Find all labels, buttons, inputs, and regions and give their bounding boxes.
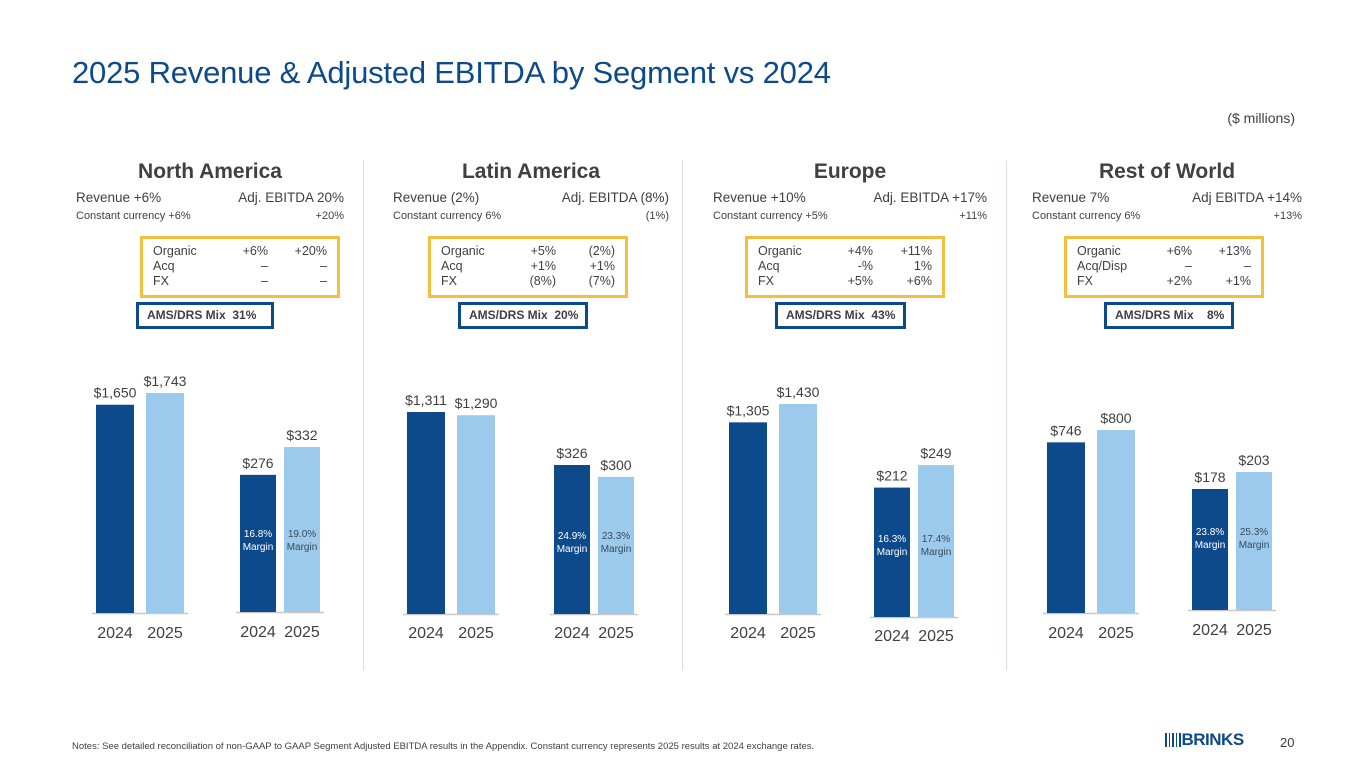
bridge-revenue: +6% [242, 244, 268, 258]
ams-drs-mix-badge: AMS/DRS Mix 8% [1104, 302, 1234, 329]
segment-divider [682, 160, 683, 670]
growth-bridge-box: Organic +6% +20% Acq – – FX – – [140, 236, 340, 298]
constant-currency-ebitda: (1%) [645, 210, 669, 222]
bridge-row: FX (8%) (7%) [441, 274, 615, 289]
constant-currency-revenue: Constant currency +6% [76, 210, 191, 222]
constant-currency-revenue: Constant currency +5% [713, 210, 828, 222]
bridge-revenue: +5% [530, 244, 556, 258]
segment-north-america: North America Revenue +6% Adj. EBITDA 20… [76, 155, 344, 655]
bridge-row: FX – – [153, 274, 327, 289]
bridge-ebitda: – [320, 259, 327, 273]
bridge-ebitda: (2%) [588, 244, 615, 258]
ams-drs-mix-badge: AMS/DRS Mix 31% [136, 302, 274, 329]
page-number: 20 [1280, 735, 1295, 750]
revenue-growth: Revenue +6% [76, 190, 162, 205]
constant-currency-ebitda: +13% [1273, 210, 1302, 222]
ebitda-growth: Adj EBITDA +14% [1192, 190, 1302, 205]
growth-bridge-box: Organic +4% +11% Acq -% 1% FX +5% +6% [745, 236, 945, 298]
bridge-label: Acq [758, 259, 780, 273]
bridge-label: Acq/Disp [1077, 259, 1128, 273]
bridge-row: Organic +6% +13% [1077, 244, 1251, 259]
bridge-row: Acq -% 1% [758, 259, 932, 274]
ebitda-growth: Adj. EBITDA (8%) [561, 190, 669, 205]
segment-divider [363, 160, 364, 670]
bridge-revenue: – [1185, 259, 1192, 273]
bridge-ebitda: +11% [900, 244, 932, 258]
revenue-growth: Revenue 7% [1032, 190, 1110, 205]
logo-text: BRINKS [1181, 730, 1245, 749]
bridge-revenue: -% [857, 259, 873, 273]
bridge-ebitda: +1% [1225, 274, 1251, 288]
brinks-logo: BRINKS [1165, 730, 1245, 749]
revenue-growth: Revenue +10% [713, 190, 806, 205]
bridge-label: FX [758, 274, 774, 288]
segment-title: North America [138, 160, 282, 183]
constant-currency-ebitda: +20% [315, 210, 344, 222]
bridge-label: FX [441, 274, 457, 288]
segment-europe: Europe Revenue +10% Adj. EBITDA +17% Con… [713, 155, 987, 655]
logo-stripes-icon [1165, 733, 1181, 747]
bridge-revenue: – [261, 259, 268, 273]
bridge-revenue: +6% [1166, 244, 1192, 258]
bridge-row: FX +5% +6% [758, 274, 932, 289]
segment-latin-america: Latin America Revenue (2%) Adj. EBITDA (… [393, 155, 669, 655]
page-title: 2025 Revenue & Adjusted EBITDA by Segmen… [72, 55, 831, 90]
constant-currency-ebitda: +11% [959, 210, 987, 222]
bridge-label: Acq [441, 259, 463, 273]
bridge-ebitda: +20% [294, 244, 327, 258]
constant-currency-revenue: Constant currency 6% [393, 210, 502, 222]
bridge-label: Organic [758, 244, 802, 258]
ebitda-growth: Adj. EBITDA +17% [873, 190, 987, 205]
segment-divider [1006, 160, 1007, 670]
footer-note: Notes: See detailed reconciliation of no… [72, 741, 815, 752]
bridge-label: Organic [1077, 244, 1121, 258]
bridge-row: Acq +1% +1% [441, 259, 615, 274]
segment-title: Europe [813, 160, 887, 183]
bridge-revenue: +4% [847, 244, 873, 258]
bridge-ebitda: +1% [589, 259, 615, 273]
bridge-row: Acq – – [153, 259, 327, 274]
bridge-row: Organic +5% (2%) [441, 244, 615, 259]
bridge-revenue: – [261, 274, 268, 288]
bridge-label: Acq [153, 259, 175, 273]
segment-title: Rest of World [1098, 160, 1236, 183]
bridge-label: Organic [441, 244, 485, 258]
bridge-row: Acq/Disp – – [1077, 259, 1251, 274]
ebitda-growth: Adj. EBITDA 20% [238, 190, 344, 205]
units-label: ($ millions) [1227, 110, 1295, 126]
bridge-row: FX +2% +1% [1077, 274, 1251, 289]
bridge-ebitda: – [320, 274, 327, 288]
bridge-ebitda: – [1244, 259, 1251, 273]
bridge-label: FX [1077, 274, 1093, 288]
bridge-label: FX [153, 274, 169, 288]
ams-drs-mix-badge: AMS/DRS Mix 43% [775, 302, 906, 329]
bridge-label: Organic [153, 244, 197, 258]
growth-bridge-box: Organic +5% (2%) Acq +1% +1% FX (8%) (7%… [428, 236, 628, 298]
bridge-ebitda: +6% [906, 274, 932, 288]
constant-currency-revenue: Constant currency 6% [1032, 210, 1141, 222]
bridge-ebitda: 1% [913, 259, 932, 273]
bridge-ebitda: (7%) [588, 274, 615, 288]
bridge-revenue: +2% [1166, 274, 1192, 288]
bridge-row: Organic +6% +20% [153, 244, 327, 259]
bridge-revenue: +5% [847, 274, 873, 288]
bridge-revenue: +1% [530, 259, 556, 273]
bridge-revenue: (8%) [529, 274, 556, 288]
bridge-row: Organic +4% +11% [758, 244, 932, 259]
segment-rest-of-world: Rest of World Revenue 7% Adj EBITDA +14%… [1032, 155, 1302, 655]
revenue-growth: Revenue (2%) [393, 190, 480, 205]
growth-bridge-box: Organic +6% +13% Acq/Disp – – FX +2% +1% [1064, 236, 1264, 298]
ams-drs-mix-badge: AMS/DRS Mix 20% [458, 302, 588, 329]
segment-title: Latin America [461, 160, 601, 183]
bridge-ebitda: +13% [1218, 244, 1251, 258]
